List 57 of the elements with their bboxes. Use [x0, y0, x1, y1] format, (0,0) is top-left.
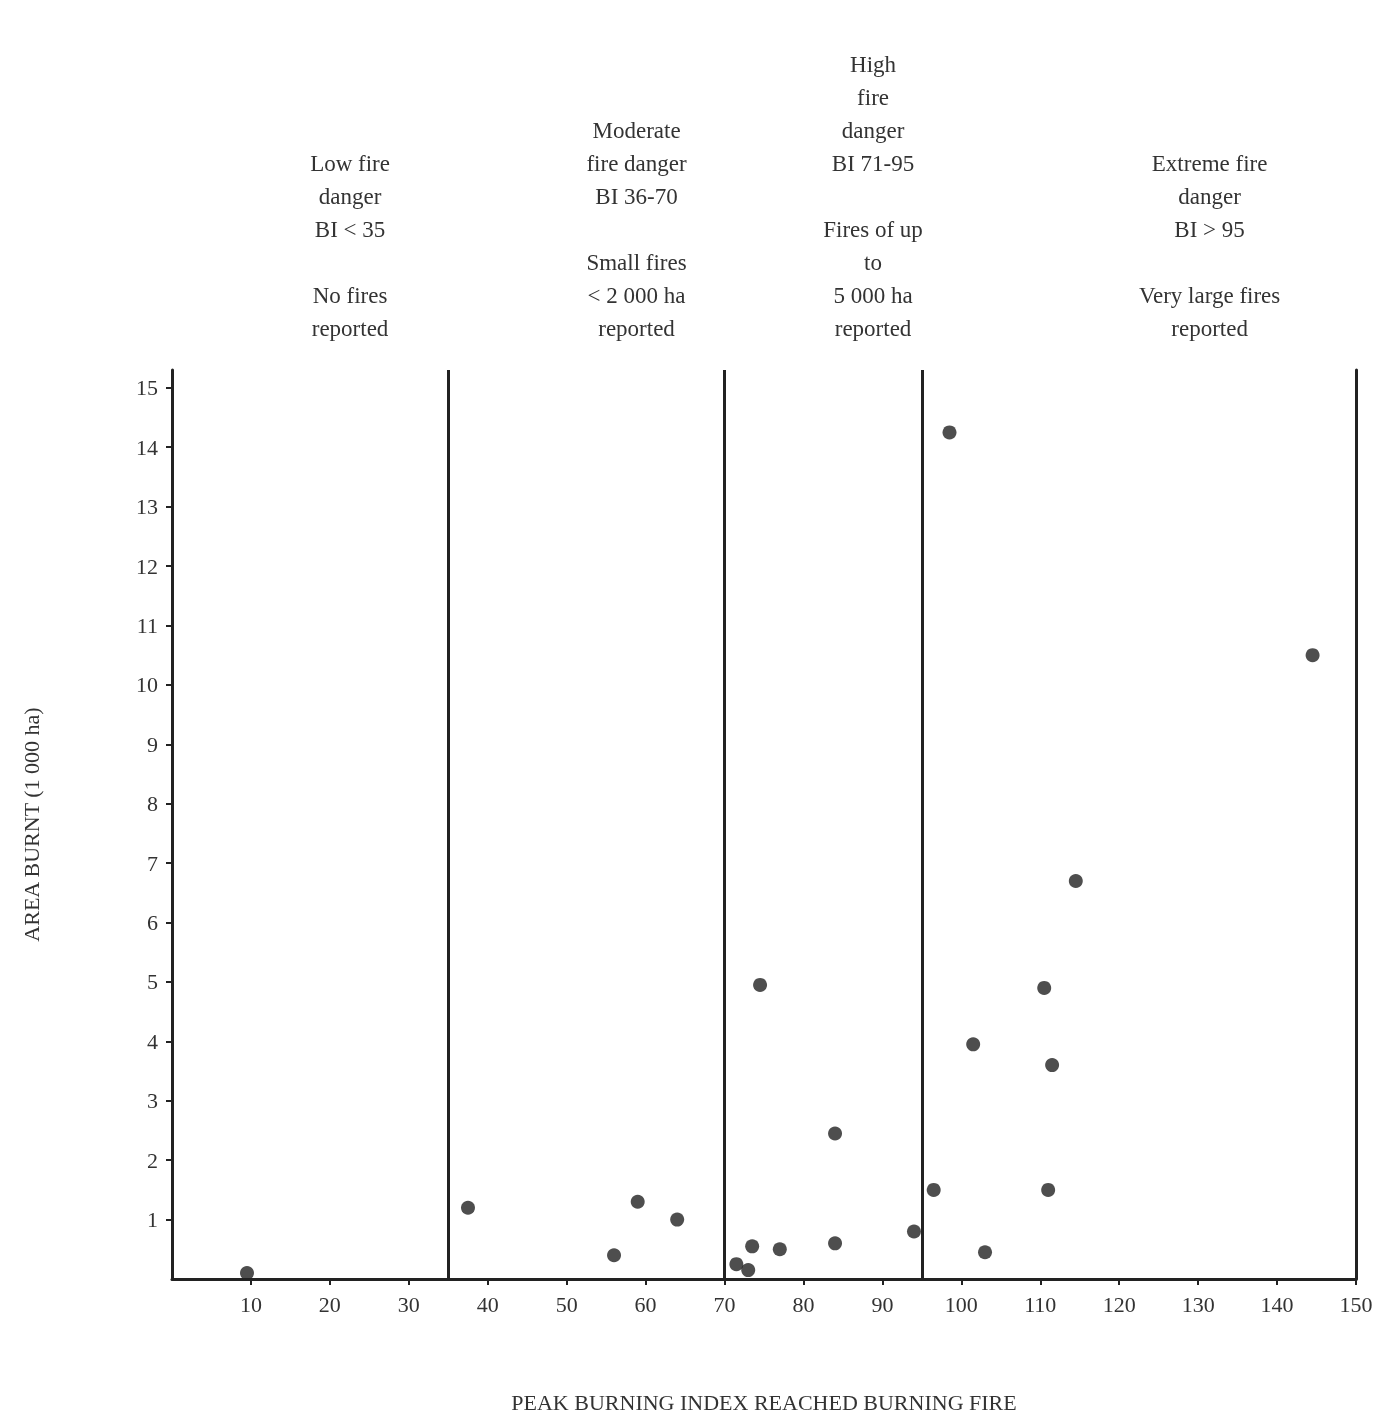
point [906, 1224, 921, 1239]
point [1305, 648, 1320, 663]
point [772, 1242, 787, 1257]
text: Low fire danger BI < 35 No fires reported [310, 151, 390, 341]
text: Moderate fire danger BI 36-70 Small fires < 2 000 ha reported [586, 118, 687, 341]
point [729, 1257, 744, 1272]
point [753, 977, 768, 992]
point [828, 1126, 843, 1141]
y-tick-label: 12 [136, 553, 158, 579]
y-tick-label: 2 [147, 1147, 158, 1173]
x-tick-label: 120 [1102, 1291, 1136, 1317]
point [942, 425, 957, 440]
y-tick-label: 4 [147, 1028, 158, 1054]
point [741, 1263, 756, 1278]
x-tick-label: 10 [239, 1291, 262, 1317]
point [978, 1245, 993, 1260]
y-tick-label: 1 [147, 1207, 158, 1233]
point [670, 1212, 685, 1227]
x-tick-label: 140 [1260, 1291, 1294, 1317]
text: High fire danger BI 71-95 Fires of up to 5 000 ha reported [823, 52, 923, 341]
point [1068, 873, 1083, 888]
y-tick-label: 5 [147, 969, 158, 995]
y-tick-label: 15 [136, 375, 158, 401]
point [461, 1200, 475, 1215]
y-tick-label: 10 [136, 672, 158, 698]
text: Extreme fire danger BI > 95 Very large fires reported [1138, 151, 1281, 341]
x-tick-label: 150 [1339, 1291, 1373, 1317]
x-tick-label: 80 [792, 1291, 815, 1317]
x-axis-title: PEAK BURNING INDEX REACHED BURNING FIRE [511, 1389, 1017, 1415]
point [630, 1194, 645, 1209]
x-tick-label: 90 [871, 1291, 894, 1317]
x-tick-label: 100 [944, 1291, 978, 1317]
y-tick-label: 14 [136, 434, 158, 460]
x-tick-label: 60 [634, 1291, 657, 1317]
y-tick-label: 3 [147, 1088, 158, 1114]
x-tick-label: 20 [318, 1291, 341, 1317]
y-tick-label: 7 [147, 850, 158, 876]
point [1041, 1182, 1056, 1197]
point [745, 1239, 760, 1254]
y-tick-label: 13 [136, 494, 158, 520]
x-tick-label: 130 [1181, 1291, 1215, 1317]
y-tick-label: 6 [147, 910, 158, 936]
y-tick-label: 9 [147, 731, 158, 757]
y-tick-label: 11 [136, 612, 158, 638]
point [926, 1182, 941, 1197]
x-tick-label: 70 [713, 1291, 736, 1317]
x-tick-label: 110 [1024, 1291, 1057, 1317]
y-axis-title: AREA BURNT (1 000 ha) [18, 707, 44, 942]
point [607, 1248, 622, 1263]
point [966, 1037, 981, 1052]
x-tick-label: 50 [555, 1291, 578, 1317]
x-tick-label: 30 [397, 1291, 420, 1317]
point [1045, 1058, 1060, 1073]
x-tick-label: 40 [476, 1291, 499, 1317]
y-tick-label: 8 [147, 791, 158, 817]
point [828, 1236, 843, 1251]
point [1037, 980, 1052, 995]
